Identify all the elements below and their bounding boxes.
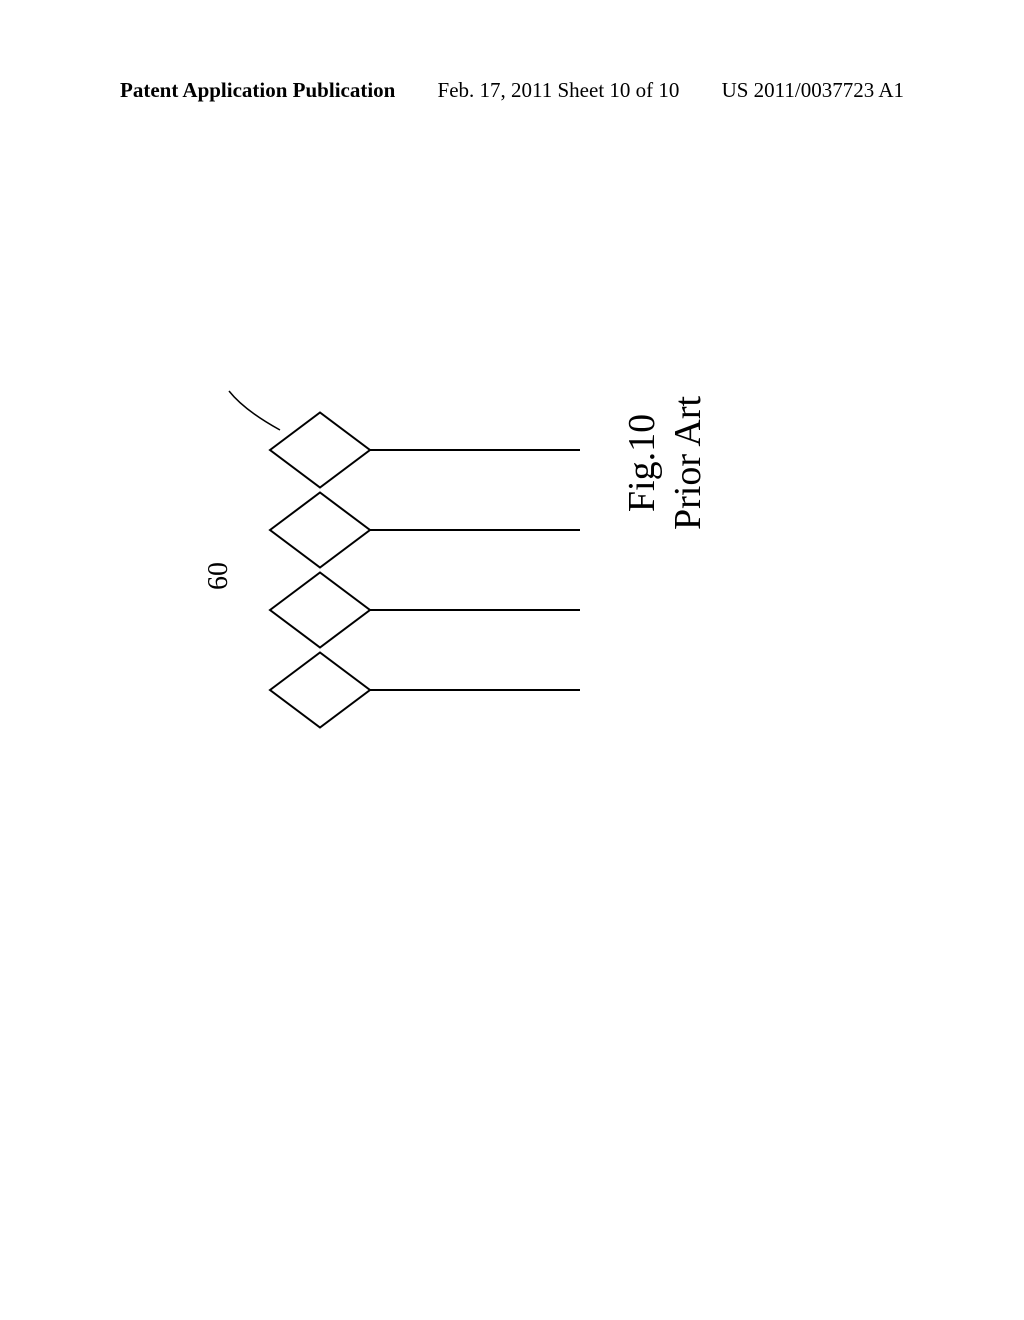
diamond-electrode-diagram <box>180 380 580 860</box>
patent-figure-diagram <box>180 380 580 860</box>
figure-number: Fig.10 <box>621 414 663 512</box>
header-publication-number: US 2011/0037723 A1 <box>722 78 904 103</box>
page-header: Patent Application Publication Feb. 17, … <box>0 78 1024 103</box>
figure-caption: Fig.10 Prior Art <box>620 396 711 530</box>
header-publication-type: Patent Application Publication <box>120 78 395 103</box>
header-date-sheet: Feb. 17, 2011 Sheet 10 of 10 <box>438 78 680 103</box>
prior-art-label: Prior Art <box>667 396 709 530</box>
